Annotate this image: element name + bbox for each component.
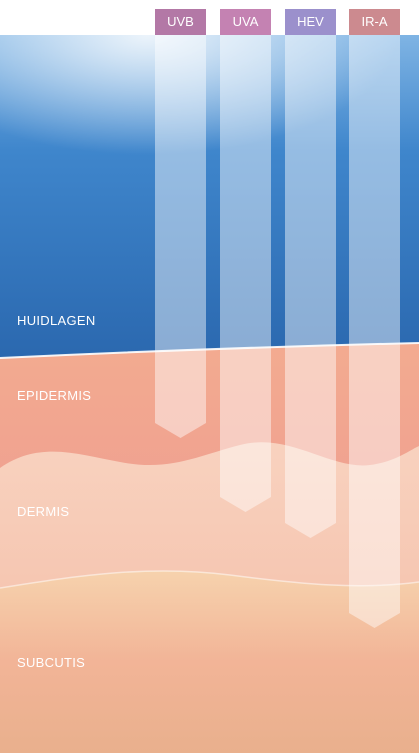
tag-box [155, 9, 206, 35]
beam [349, 35, 400, 628]
subcutis-layer [0, 570, 419, 753]
beam [155, 35, 206, 438]
layer-label: SUBCUTIS [17, 655, 85, 670]
beam-tags: UVB UVA HEV IR-A [155, 9, 400, 35]
tag-box [285, 9, 336, 35]
beam [220, 35, 271, 512]
tag-box [349, 9, 400, 35]
beam [285, 35, 336, 538]
layers [0, 35, 419, 753]
layer-labels: HUIDLAGEN EPIDERMIS DERMIS SUBCUTIS [17, 313, 96, 670]
tag-label: UVB [167, 14, 194, 29]
tag-box [220, 9, 271, 35]
surface-line [0, 342, 419, 359]
subcutis-line [0, 570, 419, 589]
layer-label: DERMIS [17, 504, 69, 519]
tag-label: IR-A [362, 14, 388, 29]
sunlight [0, 35, 419, 235]
tag-label: HEV [297, 14, 324, 29]
tag-label: UVA [233, 14, 259, 29]
layer-label: EPIDERMIS [17, 388, 91, 403]
beams [155, 35, 400, 628]
layer-label: HUIDLAGEN [17, 313, 96, 328]
